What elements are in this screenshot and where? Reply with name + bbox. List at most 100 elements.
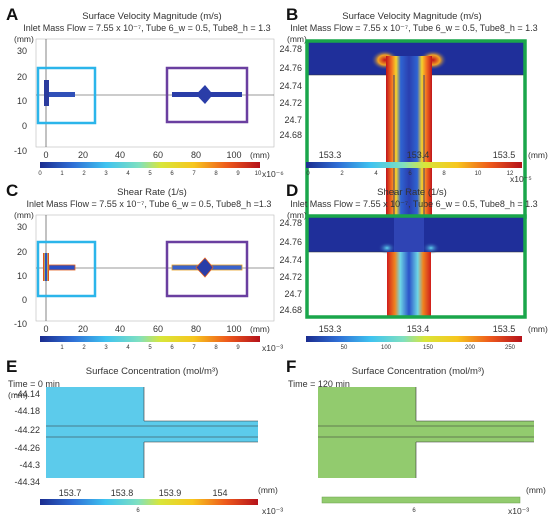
x-unit: (mm) [526, 485, 546, 495]
colorbar-tick: 2 [82, 345, 86, 351]
y-tick: -10 [14, 146, 27, 156]
x-unit: (mm) [250, 324, 270, 334]
panel-c: C Shear Rate (1/s) Inlet Mass Flow = 7.5… [6, 181, 283, 353]
panel-label: D [286, 181, 298, 200]
colorbar-tick: 8 [442, 171, 446, 177]
y-tick-labels: 24.78 24.76 24.74 24.72 24.7 24.68 [279, 218, 302, 315]
y-tick: -44.34 [14, 477, 40, 487]
left-channel [49, 92, 75, 97]
x-tick: 153.3 [319, 150, 342, 160]
y-tick: 24.68 [279, 130, 302, 140]
y-unit: (mm) [14, 210, 34, 220]
x-tick: 153.4 [407, 324, 430, 334]
colorbar-tick: 4 [126, 345, 130, 351]
x-unit: (mm) [250, 150, 270, 160]
colorbar [321, 496, 521, 504]
colorbar-tick: 100 [381, 345, 392, 351]
colorbar-scale: x10⁻³ [262, 343, 283, 353]
colorbar-tick: 7 [192, 345, 196, 351]
concentration-field [46, 387, 258, 478]
y-tick: -10 [14, 319, 27, 329]
y-tick: 24.74 [279, 81, 302, 91]
y-tick-labels: -44.14 -44.18 -44.22 -44.26 -44.3 -44.34 [14, 389, 40, 487]
y-tick: 24.78 [279, 44, 302, 54]
left-channel [48, 264, 76, 271]
chamber-diamond [195, 257, 214, 278]
panel-title: Surface Concentration (mol/m³) [86, 366, 219, 377]
x-tick: 100 [226, 150, 241, 160]
colorbar [306, 336, 522, 342]
right-region-box [165, 66, 249, 124]
y-tick: 0 [22, 121, 27, 131]
inlet-tube [44, 80, 49, 106]
colorbar-tick: 12 [507, 171, 514, 177]
x-tick-labels: 153.3 153.4 153.5 [319, 324, 516, 334]
x-tick: 153.4 [407, 150, 430, 160]
colorbar [40, 336, 260, 342]
colorbar-tick: 0 [38, 171, 42, 177]
panel-label: C [6, 181, 18, 200]
colorbar-tick: 6 [136, 508, 140, 514]
chamber-diamond [196, 85, 213, 104]
y-unit: (mm) [8, 390, 28, 400]
panel-label: E [6, 357, 17, 376]
y-tick: 24.7 [284, 289, 302, 299]
y-tick: 20 [17, 72, 27, 82]
colorbar [306, 162, 522, 168]
inlet-tube [43, 253, 49, 281]
x-tick: 80 [191, 324, 201, 334]
colorbar-tick: 6 [170, 345, 174, 351]
panel-subtitle: Inlet Mass Flow = 7.55 x 10⁻⁷, Tube 6_w … [23, 23, 270, 33]
colorbar-tick: 9 [236, 171, 240, 177]
panel-b: B Surface Velocity Magnitude (m/s) Inlet… [279, 5, 548, 219]
colorbar-tick: 1 [60, 345, 64, 351]
y-tick: 24.74 [279, 255, 302, 265]
colorbar-scale: x10⁻³ [508, 506, 529, 516]
panel-title: Surface Velocity Magnitude (m/s) [82, 11, 221, 22]
colorbar-tick: 10 [475, 171, 482, 177]
y-tick: 24.68 [279, 305, 302, 315]
panel-e: E Surface Concentration (mol/m³) Time = … [6, 357, 283, 516]
panel-subtitle: Inlet Mass Flow = 7.55 x 10⁻⁷, Tube 6_w … [27, 199, 272, 209]
vertical-tube-shear [387, 252, 431, 316]
panel-f: F Surface Concentration (mol/m³) Time = … [286, 357, 546, 516]
x-tick: 20 [78, 150, 88, 160]
colorbar-tick: 5 [148, 345, 152, 351]
x-tick: 153.3 [319, 324, 342, 334]
colorbar-tick-labels: 0 2 4 6 8 10 12 [306, 171, 514, 177]
colorbar-tick: 50 [341, 345, 348, 351]
colorbar-tick: 6 [412, 508, 416, 514]
y-tick: 24.76 [279, 237, 302, 247]
panel-a: A Surface Velocity Magnitude (m/s) Inlet… [6, 5, 284, 179]
panel-title: Shear Rate (1/s) [377, 187, 447, 198]
colorbar-tick: 5 [148, 171, 152, 177]
colorbar-scale: x10⁻⁶ [262, 169, 284, 179]
colorbar [40, 162, 260, 168]
colorbar-tick: 3 [104, 171, 108, 177]
x-tick: 60 [153, 150, 163, 160]
colorbar-tick: 0 [306, 171, 310, 177]
time-label: Time = 120 min [288, 379, 350, 389]
colorbar-tick: 4 [126, 171, 130, 177]
panel-label: B [286, 5, 298, 24]
right-region-box [165, 240, 249, 298]
y-tick: 24.76 [279, 63, 302, 73]
x-tick-labels: 153.3 153.4 153.5 [319, 150, 516, 160]
colorbar-tick-labels: 0 1 2 3 4 5 6 7 8 9 10 [38, 171, 262, 177]
x-tick-labels: 153.7 153.8 153.9 154 [59, 488, 228, 498]
colorbar-tick: 9 [236, 345, 240, 351]
y-unit: (mm) [287, 210, 307, 220]
y-tick: 10 [17, 96, 27, 106]
y-tick: -44.18 [14, 406, 40, 416]
x-tick: 153.5 [493, 324, 516, 334]
x-tick: 154 [212, 488, 227, 498]
colorbar-tick: 6 [408, 171, 412, 177]
colorbar-tick: 4 [374, 171, 378, 177]
x-tick-labels: 0 20 40 60 80 100 [43, 324, 241, 334]
x-tick: 40 [115, 324, 125, 334]
time-label: Time = 0 min [8, 379, 60, 389]
colorbar-tick: 2 [82, 171, 86, 177]
colorbar-tick: 7 [192, 171, 196, 177]
x-tick: 0 [43, 324, 48, 334]
